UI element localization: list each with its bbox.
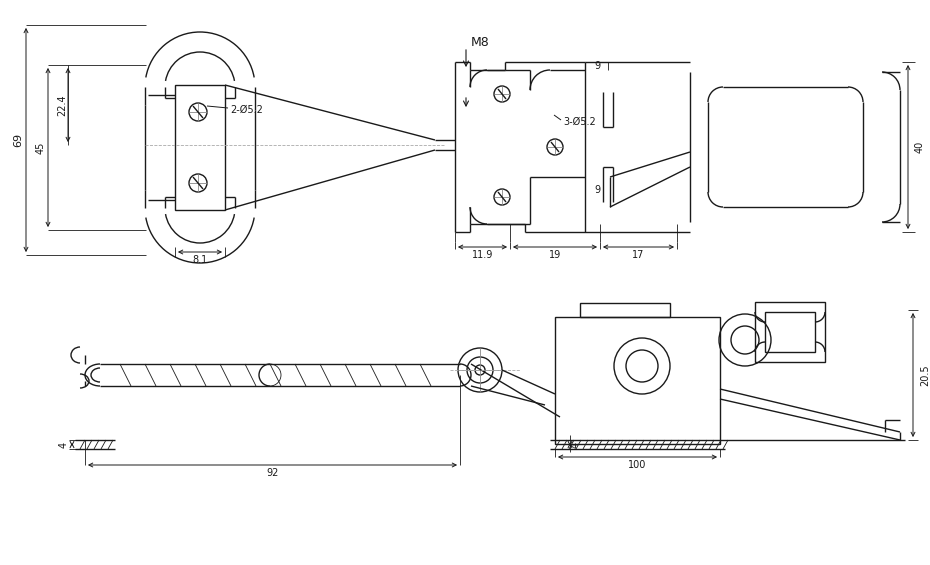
Text: 3-Ø5.2: 3-Ø5.2	[563, 117, 596, 127]
Text: 17: 17	[632, 250, 644, 260]
Text: 8.1: 8.1	[193, 255, 207, 265]
Bar	[765, 312, 815, 352]
Text: 22.4: 22.4	[57, 94, 67, 116]
Bar	[755, 302, 825, 362]
Text: 100: 100	[629, 460, 646, 470]
Text: 9: 9	[594, 185, 600, 195]
Text: 11.9: 11.9	[472, 250, 493, 260]
Text: M8: M8	[471, 36, 489, 49]
Bar	[175, 85, 225, 210]
Text: 92: 92	[266, 468, 279, 478]
Text: 2-Ø5.2: 2-Ø5.2	[230, 105, 263, 115]
Text: 4: 4	[571, 441, 581, 447]
Text: 20.5: 20.5	[920, 364, 930, 386]
Text: 69: 69	[13, 133, 23, 147]
Text: 4: 4	[59, 441, 69, 447]
Text: 9: 9	[594, 61, 600, 71]
Text: 19: 19	[549, 250, 561, 260]
Bar	[555, 317, 720, 444]
Text: 45: 45	[36, 141, 46, 154]
Text: 40: 40	[915, 141, 925, 153]
Bar	[580, 303, 670, 317]
